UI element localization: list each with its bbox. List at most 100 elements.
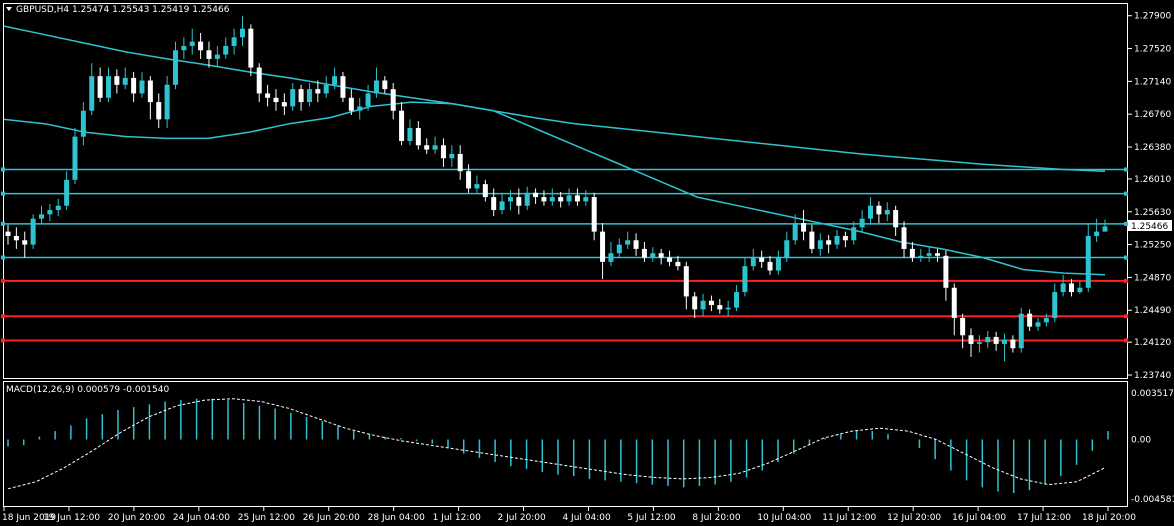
candle-body [474, 184, 480, 189]
candle-body [935, 253, 941, 256]
candle-body [951, 287, 957, 318]
line-handle-right[interactable] [1124, 338, 1128, 343]
price-tick-label: 1.26760 [1134, 110, 1171, 120]
line-handle-left[interactable] [1, 278, 5, 283]
line-handle-left[interactable] [1, 221, 5, 226]
dropdown-arrow-icon[interactable] [6, 7, 12, 11]
price-tick-label: 1.27900 [1134, 12, 1171, 22]
candle-body [775, 257, 781, 271]
candle-body [566, 195, 572, 202]
candle-body [616, 244, 622, 254]
candle-body [658, 253, 664, 258]
candle-body [859, 218, 865, 228]
candle-body [131, 77, 137, 94]
fast-moving-average-line[interactable] [3, 101, 1106, 276]
candle-body [801, 223, 807, 232]
line-handle-left[interactable] [1, 338, 5, 343]
line-handle-left[interactable] [1, 167, 5, 172]
candle-body [734, 292, 740, 308]
candle-body [884, 210, 890, 215]
candle-body [22, 240, 28, 245]
candle-body [390, 89, 396, 111]
macd-tick-label: 0.00 [1131, 436, 1151, 446]
candle-body [491, 197, 497, 211]
candle-body [440, 145, 446, 159]
candle-body [147, 80, 153, 103]
candle-body [365, 93, 371, 107]
candle-body [1002, 339, 1008, 344]
candle-body [5, 231, 11, 236]
candle-body [1102, 226, 1108, 232]
candle-body [189, 41, 195, 46]
price-tick-label: 1.26380 [1134, 143, 1171, 153]
candle-body [608, 253, 614, 262]
line-handle-left[interactable] [1, 314, 5, 319]
candle-body [901, 227, 907, 249]
price-tick-label: 1.25250 [1134, 241, 1171, 251]
macd-tick-label: 0.003517 [1131, 389, 1174, 399]
symbol-info: GBPUSD,H4 1.25474 1.25543 1.25419 1.2546… [16, 5, 230, 15]
candle-body [851, 227, 857, 241]
candle-body [1077, 287, 1083, 293]
line-handle-right[interactable] [1124, 314, 1128, 319]
candle-body [399, 110, 405, 141]
macd-signal-line [7, 398, 1106, 490]
candle-body [432, 145, 438, 150]
candle-body [407, 128, 413, 141]
candle-body [198, 41, 204, 51]
candle-body [876, 205, 882, 215]
candle-body [72, 136, 78, 180]
line-handle-left[interactable] [1, 255, 5, 260]
candle-body [64, 179, 70, 206]
candle-body [700, 300, 706, 310]
candle-body [558, 197, 564, 202]
candle-body [826, 240, 832, 245]
candle-body [817, 240, 823, 249]
line-handle-right[interactable] [1124, 191, 1128, 196]
line-handle-right[interactable] [1124, 221, 1128, 226]
candle-body [759, 257, 765, 262]
candle-body [373, 80, 379, 94]
time-tick-label: 11 Jul 12:00 [822, 513, 876, 523]
time-tick-label: 2 Jul 20:00 [498, 513, 547, 523]
candle-body [424, 145, 430, 150]
candle-body [466, 171, 472, 189]
candle-body [1018, 313, 1024, 349]
candle-body [625, 240, 631, 245]
candle-body [30, 218, 36, 245]
candle-body [499, 201, 505, 211]
candle-body [893, 210, 899, 228]
candle-body [47, 210, 53, 215]
time-tick-label: 24 Jun 04:00 [173, 513, 230, 523]
candle-body [55, 205, 61, 211]
line-handle-left[interactable] [1, 191, 5, 196]
candle-body [89, 76, 95, 111]
line-handle-right[interactable] [1124, 167, 1128, 172]
line-handle-right[interactable] [1124, 255, 1128, 260]
candle-body [792, 223, 798, 241]
slow-moving-average-line[interactable] [3, 25, 1106, 172]
candle-body [1060, 283, 1066, 293]
line-handle-right[interactable] [1124, 278, 1128, 283]
macd-tick-label: -0.004581 [1131, 495, 1174, 505]
price-tick-label: 1.24490 [1134, 306, 1171, 316]
candle-body [868, 205, 874, 219]
time-tick-label: 1 Jul 12:00 [433, 513, 482, 523]
candle-body [323, 84, 329, 94]
candle-body [842, 235, 848, 241]
time-tick-label: 20 Jun 20:00 [108, 513, 165, 523]
candle-body [725, 307, 731, 310]
candle-body [415, 128, 421, 146]
candle-body [675, 261, 681, 267]
candle-body [357, 106, 363, 111]
candle-body [809, 231, 815, 249]
time-tick-label: 26 Jun 20:00 [303, 513, 360, 523]
candle-body [708, 300, 714, 306]
candle-body [507, 197, 513, 202]
candle-body [993, 337, 999, 344]
candle-body [105, 76, 111, 98]
candle-body [976, 342, 982, 344]
time-tick-label: 28 Jun 04:00 [368, 513, 425, 523]
candle-body [683, 266, 689, 297]
